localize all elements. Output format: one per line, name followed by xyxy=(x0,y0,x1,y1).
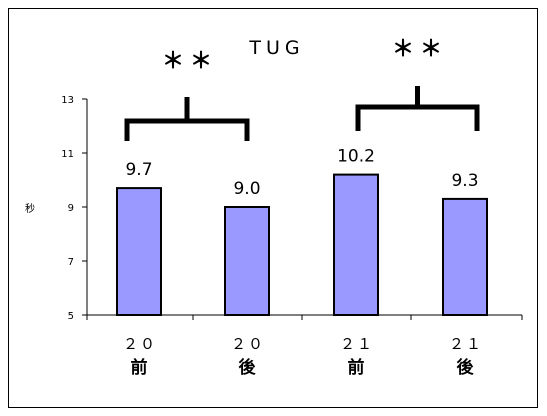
x-tick-label-bottom-1: 後 xyxy=(239,357,257,378)
x-tick-label-top-1: ２０ xyxy=(231,335,265,353)
x-tick-label-top-0: ２０ xyxy=(123,335,157,353)
significance-mark-1: ＊＊ xyxy=(392,37,448,62)
significance-layer: ＊＊ ＊＊ xyxy=(124,37,480,141)
significance-bracket-0 xyxy=(124,97,250,141)
data-label-1: 9.0 xyxy=(233,179,260,199)
x-tick-label-bottom-2: 前 xyxy=(348,357,365,378)
x-tick-label-bottom-0: 前 xyxy=(131,357,148,378)
data-label-3: 9.3 xyxy=(451,171,478,191)
bar-1 xyxy=(224,206,270,316)
y-tick-label: 13 xyxy=(61,95,74,106)
bar-layer xyxy=(116,173,488,317)
chart-title: TUG xyxy=(248,37,304,59)
x-tick-label-top-3: ２１ xyxy=(449,335,483,353)
significance-bracket-1 xyxy=(355,86,480,131)
label-layer: 9.7 ２０ 前 9.0 ２０ 後 10.2 ２１ 前 9.3 ２１ 後 xyxy=(123,147,483,378)
significance-mark-0: ＊＊ xyxy=(162,49,218,74)
x-tick-label-bottom-3: 後 xyxy=(457,357,475,378)
bar-2 xyxy=(333,173,379,316)
data-label-0: 9.7 xyxy=(125,160,152,180)
y-tick-label: 11 xyxy=(61,149,74,160)
y-tick-label: 9 xyxy=(68,203,74,214)
data-label-2: 10.2 xyxy=(337,147,375,167)
bar-0 xyxy=(116,187,162,317)
x-tick-label-top-2: ２１ xyxy=(340,335,374,353)
bar-3 xyxy=(442,197,488,316)
y-axis-label: 秒 xyxy=(25,202,35,215)
y-tick-label: 7 xyxy=(68,257,74,268)
y-tick-label: 5 xyxy=(68,311,74,322)
